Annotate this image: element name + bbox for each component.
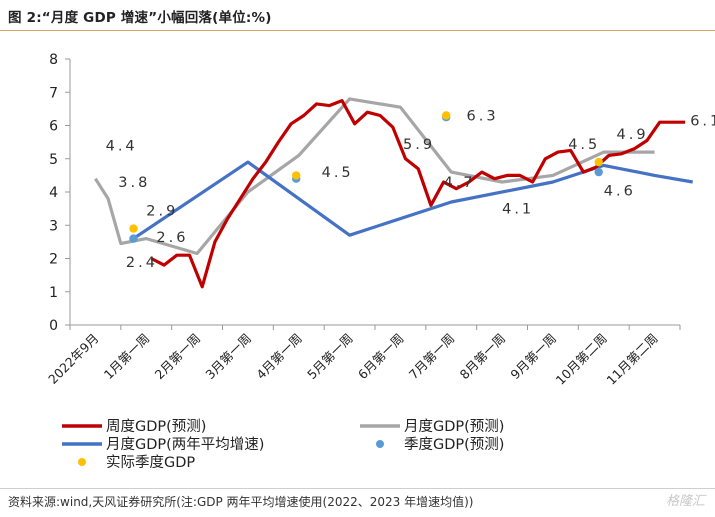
data-label: 4.9 — [617, 127, 649, 143]
series-point-actual-quarterly — [594, 157, 603, 167]
data-label-layer: 4.4 3.8 2.9 2.6 2.4 4.5 5.9 6.3 4.7 4.1 4.5 4.9 4.6 6… — [106, 109, 715, 271]
series-layer — [94, 97, 693, 289]
x-tick-label: 7月第一周 — [406, 331, 458, 383]
x-axis-ticks: 2022年9月 1月第一周 2月第一周 3月第一周 4月第一周 5月第一周 6月第一周 7月第… — [45, 325, 681, 388]
x-tick-label: 3月第一周 — [202, 331, 254, 383]
footer-divider — [0, 488, 715, 489]
y-tick-label: 1 — [49, 285, 58, 301]
legend-label-monthly-two-year: 月度GDP(两年平均增速) — [106, 436, 264, 453]
data-label: 2.6 — [156, 230, 188, 246]
x-tick-label: 2月第一周 — [152, 331, 204, 383]
chart-legend: 周度GDP(预测) 月度GDP(预测) 月度GDP(两年平均增速) 季度GDP(预测)… — [62, 418, 504, 471]
x-tick-label: 10月第二周 — [553, 331, 610, 388]
legend-label-actual-quarterly: 实际季度GDP — [106, 454, 195, 471]
gdp-growth-chart: 0 1 2 3 4 5 6 7 8 2022年9月 1月第一周 2月第一周 3月第一周 4月第一周 5月第… — [45, 52, 715, 471]
x-tick-label: 9月第一周 — [507, 331, 559, 383]
legend-swatch-actual-quarterly — [78, 458, 86, 466]
data-label: 2.9 — [146, 203, 178, 219]
y-tick-label: 6 — [49, 119, 58, 135]
y-tick-label: 7 — [49, 85, 58, 101]
data-label: 4.6 — [604, 183, 636, 199]
y-axis-ticks: 0 1 2 3 4 5 6 7 8 — [49, 52, 70, 334]
data-label: 4.1 — [502, 202, 534, 218]
watermark-logo: 格隆汇 — [665, 494, 705, 509]
data-label: 4.4 — [106, 138, 138, 154]
y-tick-label: 5 — [49, 152, 58, 168]
data-label: 4.5 — [322, 165, 354, 181]
x-tick-label: 1月第一周 — [101, 331, 153, 383]
series-line-monthly-two-year — [132, 160, 693, 240]
data-label: 5.9 — [403, 137, 435, 153]
source-note: 资料来源:wind,天风证券研究所(注:GDP 两年平均增速使用(2022、20… — [8, 495, 474, 509]
figure-title: 图 2:“月度 GDP 增速”小幅回落(单位:%) — [8, 10, 272, 26]
data-label: 4.5 — [568, 137, 600, 153]
series-point-actual-quarterly — [442, 111, 451, 120]
y-tick-label: 4 — [49, 185, 58, 201]
x-tick-label: 11月第二周 — [603, 331, 660, 388]
y-tick-label: 0 — [49, 318, 58, 334]
legend-label-quarterly-forecast: 季度GDP(预测) — [404, 436, 504, 453]
x-tick-label: 4月第一周 — [253, 331, 305, 383]
x-tick-label: 8月第一周 — [457, 331, 509, 383]
y-tick-label: 8 — [49, 52, 58, 68]
data-label: 3.8 — [118, 175, 150, 191]
title-divider — [0, 30, 715, 31]
series-point-actual-quarterly — [292, 171, 301, 180]
data-label: 2.4 — [126, 255, 158, 271]
legend-label-weekly: 周度GDP(预测) — [106, 418, 206, 435]
series-line-weekly — [150, 98, 686, 289]
legend-label-monthly-forecast: 月度GDP(预测) — [404, 418, 504, 435]
data-label: 6.1 — [690, 114, 715, 130]
data-label: 6.3 — [467, 109, 499, 125]
series-point-actual-quarterly — [129, 224, 138, 233]
data-label: 4.7 — [444, 175, 476, 191]
x-tick-label: 6月第一周 — [355, 331, 407, 383]
legend-swatch-quarterly-forecast — [376, 440, 384, 448]
x-tick-label: 2022年9月 — [45, 331, 101, 387]
series-point-quarterly-forecast — [129, 234, 138, 243]
x-tick-label: 5月第一周 — [304, 331, 356, 383]
y-tick-label: 2 — [49, 252, 58, 268]
series-point-quarterly-forecast — [594, 167, 603, 177]
series-line-monthly-forecast — [94, 97, 655, 256]
y-tick-label: 3 — [49, 218, 58, 234]
